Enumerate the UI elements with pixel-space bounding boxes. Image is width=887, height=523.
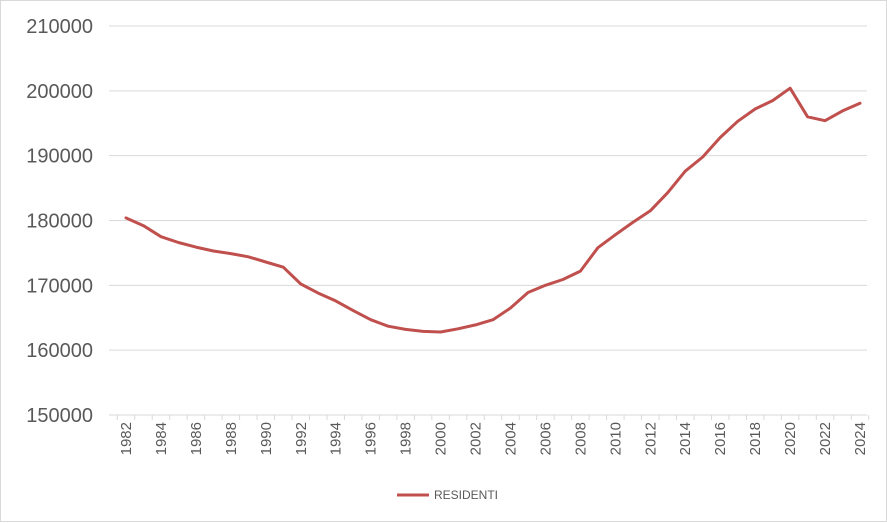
- x-tick-label-1996: 1996: [363, 422, 380, 455]
- x-axis: [109, 414, 870, 420]
- x-tick-label-1990: 1990: [258, 422, 275, 455]
- x-tick-label-1994: 1994: [328, 422, 345, 455]
- y-tick-label-150000: 150000: [26, 405, 93, 427]
- x-tick-label-1988: 1988: [223, 422, 240, 455]
- y-axis-tick-labels: 150000 160000 170000 180000 190000 200000 2100…: [26, 16, 93, 427]
- x-tick-label-2000: 2000: [433, 422, 450, 455]
- x-tick-label-2020: 2020: [782, 422, 799, 455]
- y-tick-label-200000: 200000: [26, 81, 93, 103]
- y-tick-label-170000: 170000: [26, 275, 93, 297]
- gridlines: [109, 25, 867, 351]
- x-tick-label-2022: 2022: [817, 422, 834, 455]
- legend: RESIDENTI: [397, 488, 498, 502]
- y-tick-label-160000: 160000: [26, 340, 93, 362]
- x-tick-label-1984: 1984: [153, 422, 170, 455]
- x-tick-label-2004: 2004: [502, 422, 519, 455]
- x-tick-label-2006: 2006: [537, 422, 554, 455]
- x-tick-label-2010: 2010: [607, 422, 624, 455]
- x-tick-label-1986: 1986: [188, 422, 205, 455]
- x-tick-label-1998: 1998: [398, 422, 415, 455]
- series-line-residenti: [124, 86, 862, 334]
- x-tick-label-2018: 2018: [747, 422, 764, 455]
- x-tick-label-1992: 1992: [293, 422, 310, 455]
- legend-label-residenti: RESIDENTI: [434, 488, 498, 502]
- series-layer: [124, 86, 862, 334]
- x-tick-label-2014: 2014: [677, 422, 694, 455]
- x-axis-tick-labels: 1982 1984 1986 1988 1990 1992 1994 1996 1998 2000…: [118, 422, 869, 455]
- x-tick-label-2012: 2012: [642, 422, 659, 455]
- x-tick-label-1982: 1982: [118, 422, 135, 455]
- y-tick-label-180000: 180000: [26, 211, 93, 233]
- y-tick-label-210000: 210000: [26, 16, 93, 38]
- x-tick-label-2002: 2002: [468, 422, 485, 455]
- x-tick-label-2008: 2008: [572, 422, 589, 455]
- x-tick-label-2016: 2016: [712, 422, 729, 455]
- x-tick-label-2024: 2024: [852, 422, 869, 455]
- y-tick-label-190000: 190000: [26, 146, 93, 168]
